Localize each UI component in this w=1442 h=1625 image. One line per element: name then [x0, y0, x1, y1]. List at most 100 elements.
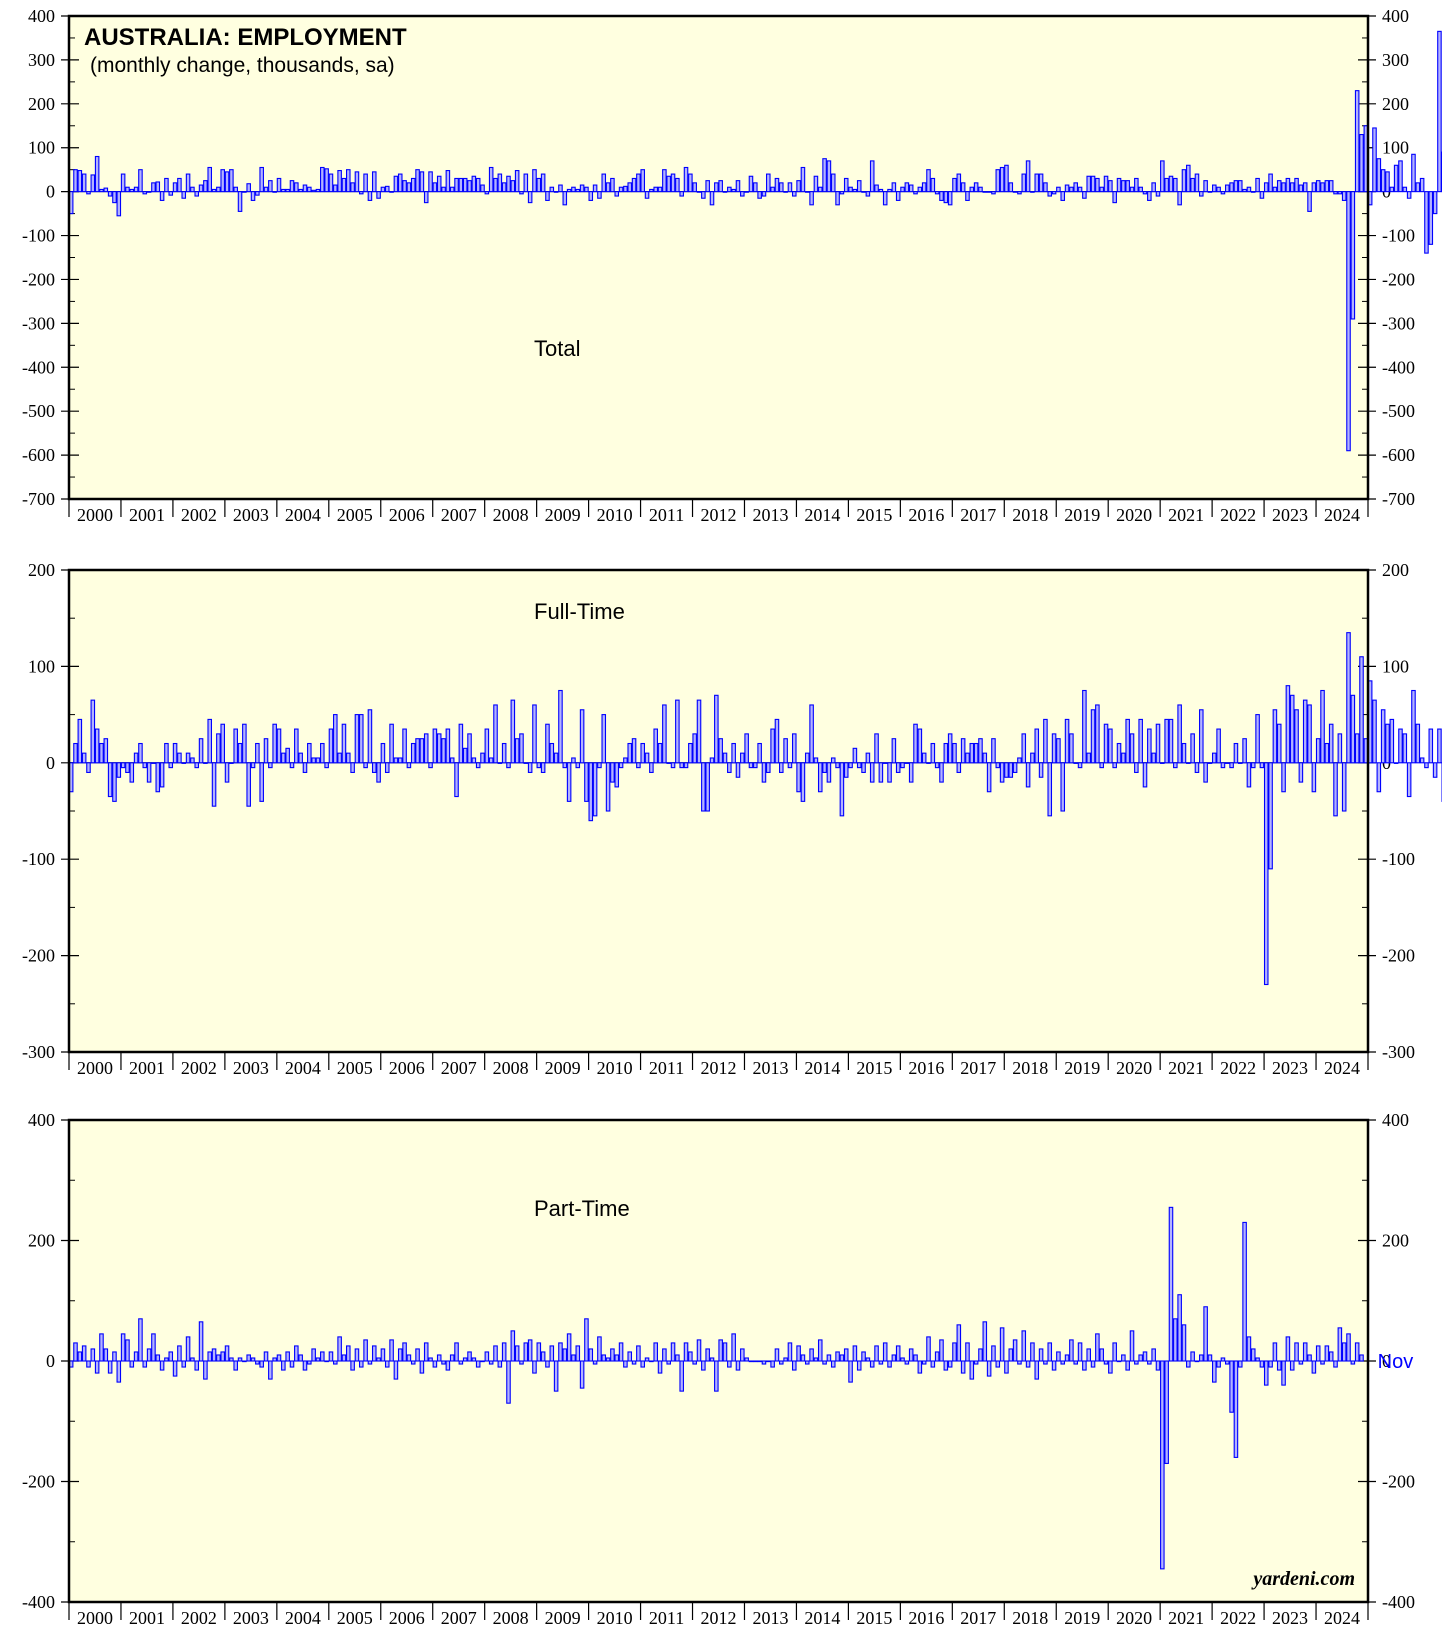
bar	[514, 738, 520, 764]
bar	[376, 762, 381, 783]
bar	[1337, 733, 1343, 764]
plot-background	[69, 16, 1368, 499]
bar	[991, 738, 996, 764]
bar	[1432, 191, 1438, 215]
bar	[1419, 757, 1425, 764]
y-tick-label-left: -400	[22, 357, 55, 377]
bar	[294, 1345, 299, 1362]
x-tick-label: 2021	[1168, 1058, 1204, 1078]
bar	[142, 762, 148, 769]
bar	[718, 738, 723, 764]
bar	[874, 733, 879, 764]
x-tick-label: 2017	[960, 1058, 996, 1078]
bar	[1246, 762, 1252, 788]
x-tick-label: 2019	[1064, 1058, 1100, 1078]
bar	[428, 1357, 433, 1362]
bar	[753, 1360, 758, 1363]
bar	[791, 1360, 797, 1371]
bar	[545, 723, 550, 764]
bar	[133, 752, 139, 764]
bar	[986, 762, 992, 793]
bar	[1004, 1360, 1009, 1374]
bar	[211, 762, 217, 807]
bar	[1008, 182, 1014, 193]
x-tick-label: 2010	[597, 1058, 633, 1078]
bar	[311, 1348, 316, 1362]
bar	[506, 762, 511, 769]
bar	[748, 175, 754, 193]
bar	[618, 1342, 624, 1362]
bar	[575, 188, 581, 193]
bar	[649, 1360, 654, 1363]
bar	[891, 1354, 897, 1362]
bar	[1186, 164, 1191, 193]
bar	[817, 762, 823, 793]
bar	[1320, 689, 1325, 764]
bar	[1328, 723, 1334, 764]
bar	[172, 742, 178, 764]
bar	[1237, 1360, 1243, 1368]
bar	[190, 757, 195, 764]
bar	[475, 1360, 481, 1368]
bar	[371, 1345, 377, 1362]
bar	[991, 191, 996, 195]
bar	[571, 757, 576, 764]
y-tick-label-right: 300	[1382, 50, 1409, 70]
bar	[696, 1339, 702, 1362]
bar	[1276, 723, 1282, 764]
bar	[1108, 180, 1113, 193]
bar	[627, 182, 633, 193]
bar	[1199, 191, 1204, 197]
bar	[688, 1351, 693, 1362]
bar	[921, 182, 927, 193]
bar	[705, 180, 710, 193]
bar	[670, 762, 676, 769]
bar	[233, 1360, 238, 1371]
bar	[705, 1348, 710, 1362]
bar	[220, 723, 225, 764]
bar	[501, 742, 507, 764]
bar	[224, 171, 230, 193]
y-tick-label-left: -600	[22, 445, 55, 465]
bar	[1086, 752, 1091, 764]
bar	[675, 1354, 680, 1362]
bar	[436, 175, 442, 193]
bar	[779, 182, 784, 193]
bar	[865, 1357, 871, 1362]
bar	[1216, 728, 1221, 764]
bar	[800, 1354, 806, 1362]
bar	[1008, 762, 1014, 778]
bar	[1229, 182, 1234, 193]
bar	[1125, 718, 1130, 764]
y-tick-label-left: 100	[28, 138, 55, 158]
bar	[1069, 186, 1074, 193]
bar	[1186, 1360, 1191, 1368]
bar	[553, 191, 559, 193]
bar	[1108, 1360, 1113, 1374]
bar	[493, 1345, 498, 1362]
bar	[281, 1360, 286, 1371]
bar	[1099, 186, 1104, 193]
bar	[77, 170, 83, 193]
bar	[1090, 1360, 1096, 1368]
bar	[566, 762, 572, 802]
bar	[843, 177, 849, 193]
bar	[1112, 762, 1117, 769]
bar	[146, 762, 152, 783]
bar	[623, 757, 628, 764]
bar	[384, 762, 390, 773]
bar	[146, 191, 152, 193]
y-tick-label-left: -200	[22, 946, 55, 966]
bar	[1341, 1342, 1347, 1362]
bar	[571, 1354, 576, 1362]
bar	[1186, 762, 1191, 764]
bar	[1354, 90, 1360, 193]
bar	[415, 738, 420, 764]
bar	[770, 186, 775, 193]
bar	[1173, 762, 1178, 769]
x-tick-label: 2002	[181, 1058, 217, 1078]
bar	[1077, 186, 1083, 193]
bar	[908, 762, 914, 783]
bar	[514, 170, 520, 193]
bar	[839, 762, 845, 817]
